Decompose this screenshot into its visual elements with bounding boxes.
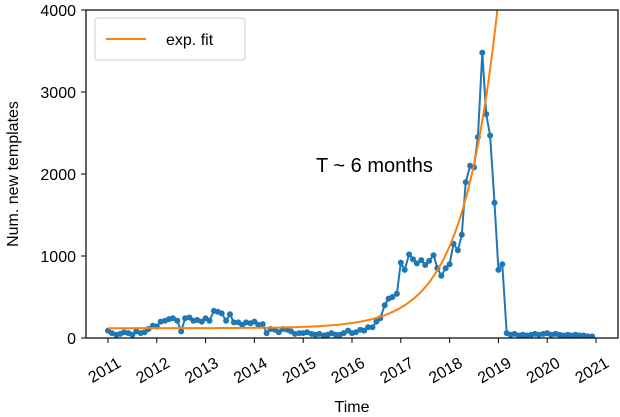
data-point-30 (227, 311, 233, 318)
data-point-82 (438, 272, 445, 279)
data-point-23 (198, 318, 205, 325)
data-point-28 (218, 310, 225, 317)
y-tick-label-0: 0 (67, 331, 76, 348)
data-point-66 (373, 318, 380, 325)
data-point-103 (523, 332, 530, 338)
data-point-38 (259, 321, 266, 328)
series-line-exp-fit (108, 10, 499, 330)
data-point-64 (365, 324, 372, 331)
data-point-112 (560, 332, 567, 338)
data-point-42 (275, 329, 282, 336)
data-point-31 (230, 319, 237, 326)
data-point-39 (263, 330, 270, 337)
data-point-87 (458, 231, 465, 238)
annotation: T ~ 6 months (316, 155, 433, 177)
y-axis-label: Num. new templates (5, 101, 22, 247)
data-point-29 (223, 317, 230, 324)
data-point-80 (430, 252, 437, 259)
data-point-95 (491, 199, 498, 206)
data-point-25 (206, 317, 213, 324)
data-point-17 (174, 317, 181, 324)
data-point-92 (479, 49, 486, 56)
data-point-74 (406, 251, 413, 258)
legend-label-exp-fit: exp. fit (166, 32, 214, 49)
data-point-71 (393, 290, 400, 297)
data-point-93 (483, 111, 490, 118)
data-point-88 (462, 179, 469, 186)
data-point-75 (410, 256, 416, 263)
data-point-76 (413, 260, 420, 267)
data-point-65 (369, 324, 376, 331)
data-point-73 (401, 266, 408, 273)
legend-box (94, 17, 246, 61)
data-point-68 (381, 302, 388, 309)
legend: exp. fit (94, 17, 246, 61)
data-point-61 (352, 329, 359, 336)
data-point-94 (487, 132, 494, 139)
y-tick-label-3000: 3000 (40, 85, 76, 102)
y-tick-label-2000: 2000 (40, 167, 76, 184)
data-layer (105, 10, 596, 338)
data-point-72 (397, 259, 404, 266)
data-point-6 (129, 331, 136, 338)
x-axis-label: Time (335, 399, 370, 416)
data-point-16 (169, 315, 176, 322)
data-point-18 (178, 328, 185, 335)
data-point-96 (495, 266, 502, 273)
y-tick-label-1000: 1000 (40, 249, 76, 266)
data-point-86 (454, 247, 461, 254)
data-point-77 (418, 257, 425, 264)
data-point-84 (446, 261, 453, 268)
data-point-63 (361, 327, 368, 334)
y-tick-label-4000: 4000 (40, 3, 76, 20)
data-point-83 (442, 265, 449, 272)
data-point-79 (426, 257, 433, 264)
data-point-97 (499, 261, 506, 268)
data-point-58 (340, 330, 347, 337)
data-point-70 (389, 294, 396, 300)
data-point-78 (422, 262, 429, 268)
data-point-119 (589, 333, 596, 338)
